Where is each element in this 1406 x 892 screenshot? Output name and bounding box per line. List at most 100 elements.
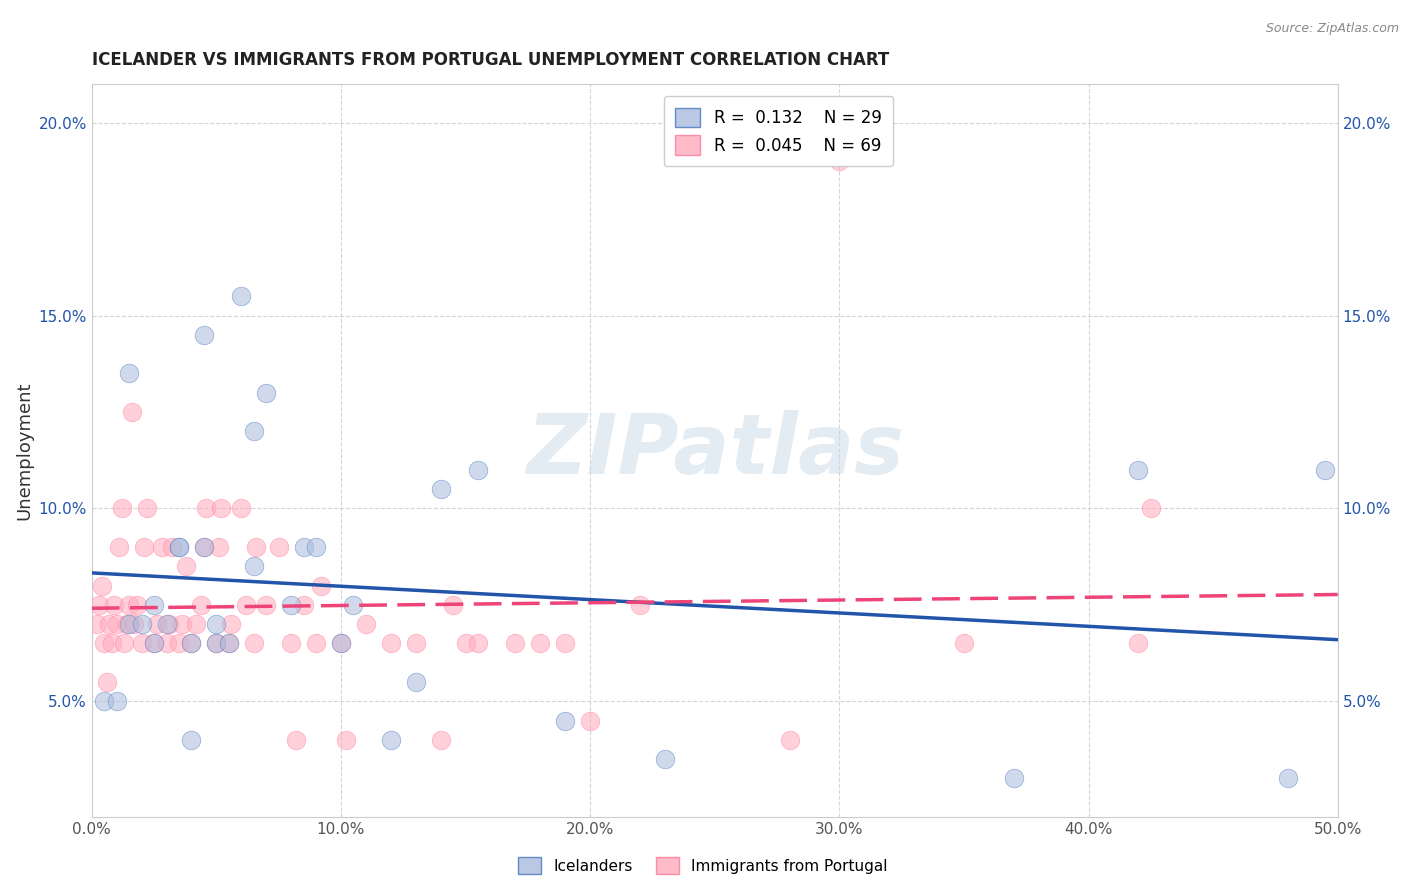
Point (167, 540, 190, 554)
Point (180, 732, 202, 747)
Point (143, 636, 166, 650)
Point (155, 617, 177, 632)
Point (96, 675, 118, 690)
Point (235, 598, 257, 612)
Point (143, 598, 166, 612)
Point (103, 598, 125, 612)
Point (118, 598, 141, 612)
Point (186, 617, 208, 632)
Point (285, 732, 308, 747)
Point (305, 636, 328, 650)
Text: Source: ZipAtlas.com: Source: ZipAtlas.com (1265, 22, 1399, 36)
Point (176, 559, 198, 574)
Point (157, 617, 180, 632)
Point (105, 617, 128, 632)
Point (467, 463, 489, 477)
Point (121, 405, 143, 419)
Point (554, 636, 576, 650)
Point (242, 636, 264, 650)
Point (100, 636, 122, 650)
Point (242, 424, 264, 438)
Point (190, 598, 212, 612)
Point (267, 540, 290, 554)
Point (242, 559, 264, 574)
Point (205, 617, 228, 632)
Point (305, 540, 328, 554)
Point (280, 598, 302, 612)
Point (221, 617, 243, 632)
Point (193, 540, 215, 554)
Point (112, 636, 135, 650)
Point (309, 578, 332, 592)
Point (779, 732, 801, 747)
Point (454, 636, 477, 650)
Point (89, 598, 111, 612)
Point (330, 636, 353, 650)
Point (654, 752, 676, 766)
Point (441, 598, 464, 612)
Point (115, 617, 138, 632)
Point (134, 540, 156, 554)
Point (93, 694, 115, 708)
Point (86, 617, 108, 632)
Point (111, 501, 134, 516)
Point (254, 385, 277, 400)
Point (205, 636, 228, 650)
Point (131, 636, 153, 650)
Point (231, 289, 253, 303)
Point (98, 617, 121, 632)
Point (579, 714, 602, 728)
Point (1315, 463, 1337, 477)
Point (405, 675, 427, 690)
Point (280, 636, 302, 650)
Point (193, 540, 215, 554)
Point (628, 598, 651, 612)
Point (150, 540, 173, 554)
Point (205, 636, 228, 650)
Point (209, 501, 232, 516)
Point (429, 732, 451, 747)
Point (342, 598, 364, 612)
Point (118, 617, 141, 632)
Legend: R =  0.132    N = 29, R =  0.045    N = 69: R = 0.132 N = 29, R = 0.045 N = 69 (664, 96, 893, 166)
Point (529, 636, 551, 650)
Text: ICELANDER VS IMMIGRANTS FROM PORTUGAL UNEMPLOYMENT CORRELATION CHART: ICELANDER VS IMMIGRANTS FROM PORTUGAL UN… (91, 51, 889, 69)
Point (380, 636, 402, 650)
Point (131, 617, 153, 632)
Point (208, 540, 231, 554)
Point (118, 367, 141, 381)
Point (1140, 501, 1163, 516)
Point (218, 636, 240, 650)
Point (193, 327, 215, 342)
Point (1128, 463, 1150, 477)
Point (380, 732, 402, 747)
Point (330, 636, 353, 650)
Point (292, 598, 315, 612)
Point (231, 501, 253, 516)
Point (195, 501, 218, 516)
Point (554, 714, 576, 728)
Point (160, 540, 183, 554)
Point (167, 636, 190, 650)
Point (245, 540, 267, 554)
Point (292, 540, 315, 554)
Point (429, 482, 451, 496)
Point (167, 540, 190, 554)
Point (155, 636, 177, 650)
Point (145, 617, 167, 632)
Point (828, 154, 851, 169)
Point (467, 636, 489, 650)
Point (180, 636, 202, 650)
Point (108, 540, 131, 554)
Point (953, 636, 976, 650)
Point (90, 578, 112, 592)
Point (170, 617, 193, 632)
Point (1277, 772, 1299, 786)
Point (405, 636, 427, 650)
Point (135, 501, 157, 516)
Point (93, 636, 115, 650)
Point (122, 617, 145, 632)
Point (125, 598, 148, 612)
Point (1002, 772, 1025, 786)
Point (1128, 636, 1150, 650)
